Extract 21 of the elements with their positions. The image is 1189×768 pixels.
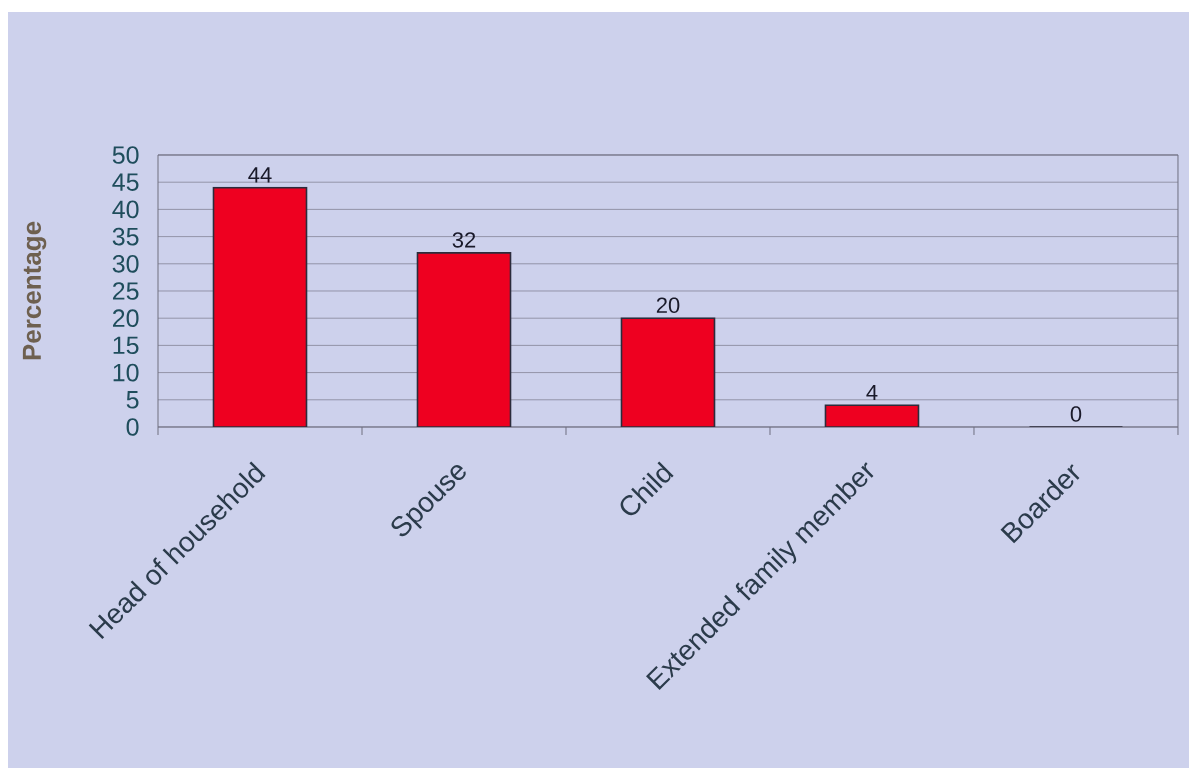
- bar: [416, 252, 512, 427]
- data-label: 32: [452, 232, 476, 248]
- y-tick-label: 35: [112, 227, 139, 246]
- y-axis-title: Percentage: [22, 221, 47, 360]
- y-tick-label: 15: [113, 336, 139, 355]
- data-label: 20: [656, 297, 680, 313]
- y-tick-label: 45: [112, 173, 139, 191]
- y-tick-label: 40: [112, 200, 139, 219]
- y-tick-label: 50: [112, 146, 139, 164]
- bar: [620, 317, 716, 427]
- bar: [212, 186, 308, 427]
- y-tick-label: 10: [113, 363, 139, 382]
- bar: [824, 404, 920, 427]
- y-tick-label: 5: [126, 391, 139, 409]
- data-label: 4: [866, 384, 878, 401]
- data-label: 44: [248, 167, 272, 183]
- y-tick-label: 20: [112, 309, 139, 328]
- y-tick-label: 25: [112, 282, 139, 300]
- y-tick-label: 30: [112, 254, 139, 273]
- data-label: 0: [1070, 406, 1082, 422]
- y-tick-label: 0: [126, 418, 139, 436]
